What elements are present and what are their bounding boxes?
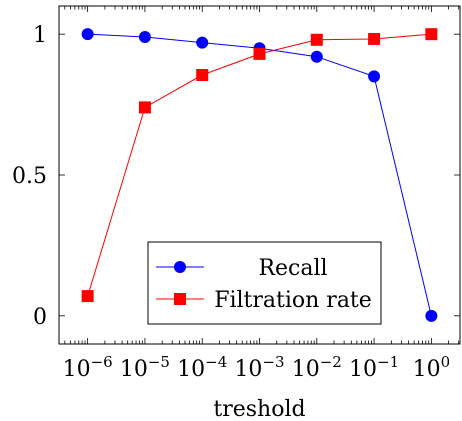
- data-point-filtration-rate: [196, 69, 209, 82]
- legend-box: [147, 241, 382, 325]
- data-point-recall: [138, 30, 151, 43]
- legend-label: Recall: [258, 256, 327, 281]
- data-point-filtration-rate: [253, 47, 266, 60]
- legend: Recall Filtration rate: [147, 241, 382, 325]
- legend-entry-recall: Recall: [156, 256, 328, 281]
- data-point-recall: [368, 70, 381, 83]
- x-tick-label: 10−5: [120, 353, 170, 382]
- data-point-recall: [310, 50, 323, 63]
- x-tick-labels: 10−6 10−5 10−4 10−3 10−2 10−1 100: [63, 353, 451, 382]
- y-tick-label: 0.5: [12, 164, 47, 189]
- axis-ticks: [59, 6, 460, 344]
- x-tick-label: 10−6: [63, 353, 113, 382]
- data-point-recall: [196, 36, 209, 49]
- legend-marker-recall: [174, 261, 186, 273]
- x-tick-label: 10−3: [234, 353, 284, 382]
- data-point-recall: [81, 28, 94, 41]
- y-tick-label: 0: [33, 305, 47, 330]
- data-point-recall: [425, 309, 438, 322]
- x-tick-label: 10−4: [177, 353, 227, 382]
- x-tick-label: 10−2: [292, 353, 342, 382]
- y-tick-label: 1: [33, 23, 47, 48]
- data-point-filtration-rate: [310, 33, 323, 46]
- x-tick-label: 100: [413, 353, 451, 382]
- x-tick-label: 10−1: [349, 353, 399, 382]
- legend-marker-filtration-rate: [174, 293, 186, 305]
- x-axis-label: treshold: [213, 397, 305, 421]
- series-layer: [81, 28, 438, 322]
- data-point-filtration-rate: [81, 290, 94, 303]
- data-point-filtration-rate: [425, 28, 438, 41]
- legend-label: Filtration rate: [214, 288, 372, 313]
- data-point-filtration-rate: [138, 101, 151, 114]
- series-filtration-rate: [81, 28, 438, 303]
- data-point-filtration-rate: [368, 32, 381, 45]
- legend-entry-filtration-rate: Filtration rate: [156, 288, 372, 313]
- y-tick-labels: 00.51: [12, 23, 47, 330]
